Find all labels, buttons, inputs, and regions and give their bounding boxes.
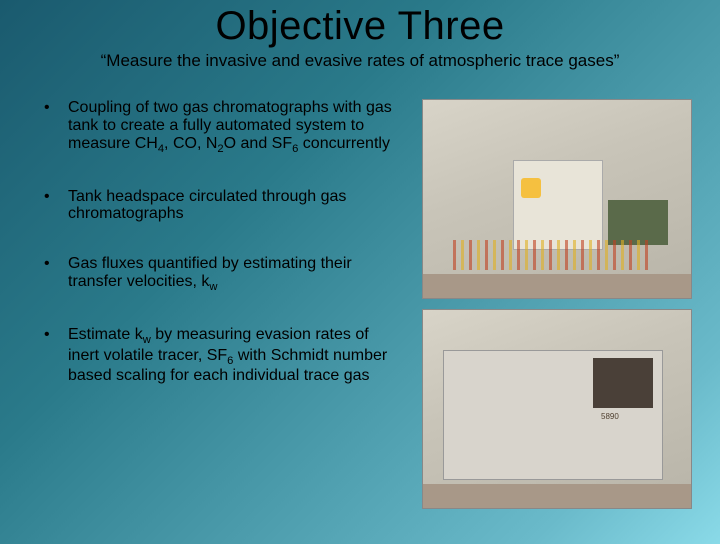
bench-icon	[423, 484, 691, 508]
slide-subtitle: “Measure the invasive and evasive rates …	[0, 51, 720, 71]
bench-icon	[423, 274, 691, 298]
bullet-item: Coupling of two gas chromatographs with …	[38, 99, 404, 156]
bullet-item: Tank headspace circulated through gas ch…	[38, 188, 404, 224]
bullet-item: Estimate kw by measuring evasion rates o…	[38, 326, 404, 385]
bullet-list: Coupling of two gas chromatographs with …	[38, 99, 422, 509]
wires-icon	[453, 240, 653, 270]
instrument-panel-icon	[608, 200, 668, 245]
lab-photo-top	[422, 99, 692, 299]
bullet-item: Gas fluxes quantified by estimating thei…	[38, 255, 404, 294]
lab-photo-bottom: 5890	[422, 309, 692, 509]
image-column: 5890	[422, 99, 692, 509]
slide-title: Objective Three	[0, 4, 720, 49]
chromatograph-panel-icon	[593, 358, 653, 408]
instrument-model-label: 5890	[601, 412, 619, 421]
equipment-box-icon	[513, 160, 603, 250]
content-area: Coupling of two gas chromatographs with …	[0, 99, 720, 509]
radiation-label-icon	[521, 178, 541, 198]
